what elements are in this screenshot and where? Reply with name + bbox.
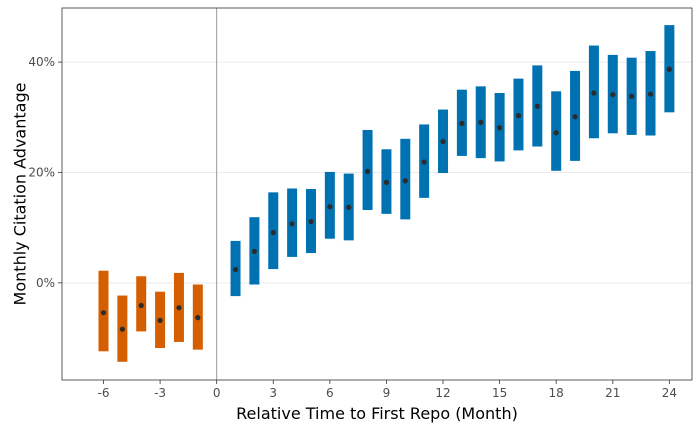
- point-estimate-8: [364, 168, 371, 174]
- x-tick-label-6: 6: [326, 386, 334, 400]
- x-axis: -6 -3 0 3 6 9 12 15 18 21 24: [98, 380, 677, 400]
- x-tick-label-0: 0: [213, 386, 221, 400]
- point-estimate-12: [440, 138, 446, 145]
- point-estimates: [100, 66, 672, 332]
- x-axis-title: Relative Time to First Repo (Month): [236, 404, 518, 423]
- x-tick-label-9: 9: [383, 386, 391, 400]
- y-axis: 0% 20% 40%: [28, 55, 62, 290]
- point-estimate-21: [610, 92, 616, 98]
- y-axis-title: Monthly Citation Advantage: [11, 83, 30, 306]
- point-estimate-2: [251, 248, 257, 255]
- point-estimate-13: [459, 120, 465, 126]
- point-estimate-11: [421, 159, 427, 165]
- x-tick-label-3: 3: [269, 386, 277, 400]
- x-tick-label--6: -6: [98, 386, 110, 400]
- point-estimate-20: [591, 90, 597, 96]
- point-estimate--6: [100, 310, 107, 316]
- point-estimate--1: [195, 315, 201, 321]
- x-tick-label-12: 12: [435, 386, 450, 400]
- point-estimate--4: [138, 302, 144, 309]
- point-estimate-10: [402, 178, 408, 184]
- x-tick-label-24: 24: [662, 386, 677, 400]
- point-estimate-24: [666, 66, 672, 72]
- point-estimate--2: [176, 305, 182, 311]
- y-tick-label-40%: 40%: [28, 55, 55, 69]
- point-estimate-6: [327, 204, 333, 210]
- point-estimate-14: [478, 119, 484, 125]
- point-estimate-3: [270, 230, 276, 236]
- point-estimate-17: [534, 103, 540, 109]
- y-tick-label-20%: 20%: [28, 165, 55, 179]
- error-bars: [98, 25, 675, 362]
- x-tick-label-21: 21: [605, 386, 620, 400]
- panel-border: [61, 7, 693, 381]
- x-tick-label-18: 18: [549, 386, 564, 400]
- point-estimate-4: [289, 221, 295, 227]
- point-estimate-22: [629, 93, 635, 99]
- point-estimate--3: [157, 317, 163, 323]
- grid-lines: [62, 61, 692, 284]
- y-tick-label-0%: 0%: [36, 276, 55, 290]
- point-estimate-1: [232, 267, 239, 273]
- point-estimate-7: [346, 204, 352, 210]
- point-estimate--5: [119, 326, 125, 332]
- point-estimate-16: [515, 113, 522, 119]
- x-tick-label--3: -3: [154, 386, 166, 400]
- point-estimate-15: [497, 125, 503, 131]
- point-estimate-9: [383, 179, 390, 186]
- x-tick-label-15: 15: [492, 386, 507, 400]
- point-estimate-19: [572, 114, 578, 120]
- point-estimate-18: [553, 130, 559, 136]
- point-estimate-5: [308, 218, 314, 225]
- point-estimate-23: [647, 91, 654, 97]
